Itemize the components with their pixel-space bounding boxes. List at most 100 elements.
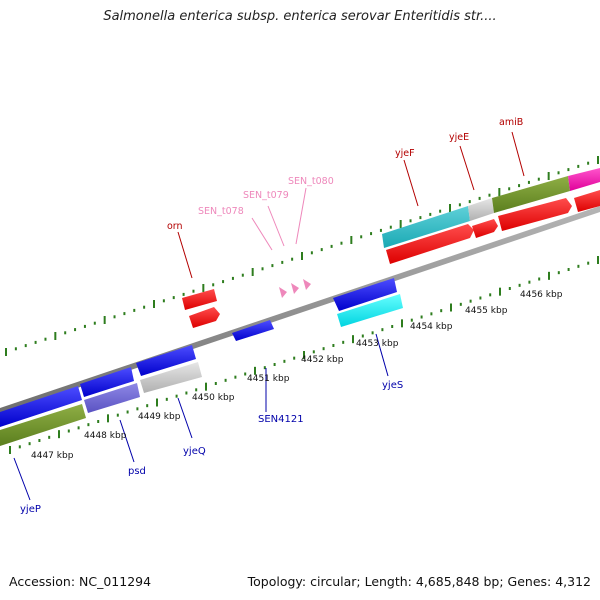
trna-SEN_t079	[291, 283, 299, 294]
gene-SEN4121	[232, 320, 274, 341]
forward-tick	[153, 300, 155, 308]
forward-tick	[261, 267, 264, 271]
forward-tick	[113, 315, 116, 319]
scale-label: 4452 kbp	[301, 355, 344, 365]
forward-tick	[340, 241, 343, 245]
forward-tick	[597, 156, 599, 164]
reverse-tick	[67, 429, 70, 433]
forward-tick	[399, 220, 402, 228]
label-leader-lines	[13, 131, 525, 501]
forward-tick	[320, 248, 323, 252]
gene-yjeE-grey	[468, 198, 494, 221]
forward-tick	[389, 225, 392, 229]
reverse-tick	[587, 261, 590, 265]
forward-tick	[498, 188, 501, 196]
reverse-tick	[499, 287, 501, 296]
forward-tick	[527, 180, 530, 184]
gene-blue-psd	[80, 367, 134, 397]
leader-line	[375, 333, 389, 377]
forward-tick	[291, 257, 294, 261]
gene-label-psd: psd	[128, 466, 146, 477]
forward-genes	[182, 168, 600, 328]
gene-label-SEN_t078: SEN_t078	[198, 206, 244, 217]
forward-tick	[547, 172, 550, 180]
reverse-tick	[58, 430, 60, 439]
reverse-tick	[18, 445, 21, 449]
scale-label: 4453 kbp	[356, 339, 399, 349]
reverse-tick	[528, 280, 531, 284]
leader-line	[403, 159, 419, 207]
forward-tick	[143, 305, 146, 309]
accession-text: Accession: NC_011294	[9, 574, 152, 589]
leader-line	[177, 397, 193, 439]
forward-tick	[54, 332, 57, 340]
reverse-tick	[87, 423, 90, 427]
reverse-tick	[479, 296, 482, 300]
reverse-tick	[508, 287, 511, 290]
reverse-tick	[156, 398, 158, 407]
scale-label: 4456 kbp	[520, 290, 563, 300]
reverse-tick	[401, 319, 403, 328]
reverse-tick	[430, 312, 433, 316]
gene-label-SEN_t080: SEN_t080	[288, 176, 334, 187]
reverse-tick	[597, 256, 599, 264]
reverse-tick	[538, 277, 541, 281]
reverse-tick	[391, 325, 394, 328]
forward-tick	[241, 273, 244, 277]
gene-label-amiB: amiB	[499, 117, 523, 128]
reverse-tick	[361, 334, 364, 338]
scale-label: 4454 kbp	[410, 322, 453, 332]
forward-tick	[271, 264, 274, 268]
forward-tick	[478, 196, 481, 200]
forward-tick	[301, 252, 303, 260]
forward-tick	[429, 212, 432, 216]
forward-tick	[508, 187, 511, 191]
reverse-tick	[244, 372, 247, 376]
reverse-tick	[195, 388, 198, 392]
scale-label: 4450 kbp	[192, 393, 235, 403]
reverse-tick	[440, 309, 443, 313]
forward-tick	[103, 316, 106, 324]
gene-label-SEN_t079: SEN_t079	[243, 190, 289, 201]
reverse-tick	[342, 340, 345, 344]
gene-red-1	[386, 224, 474, 264]
reverse-tick	[518, 283, 521, 287]
reverse-tick	[557, 271, 560, 275]
leader-line	[13, 457, 31, 501]
reverse-tick	[48, 435, 51, 439]
reverse-strand-ticks	[9, 256, 599, 454]
reverse-tick	[175, 394, 178, 398]
forward-tick	[212, 283, 215, 287]
leader-line	[511, 131, 525, 177]
forward-tick	[44, 337, 47, 341]
forward-tick	[449, 204, 451, 212]
reverse-tick	[126, 410, 129, 414]
scale-label: 4449 kbp	[138, 412, 181, 422]
forward-tick	[222, 280, 225, 284]
forward-tick	[123, 312, 126, 316]
reverse-tick	[312, 350, 315, 354]
forward-tick	[34, 340, 37, 344]
reverse-tick	[136, 407, 139, 411]
forward-tick	[172, 296, 175, 300]
forward-tick	[14, 347, 17, 351]
reverse-tick	[28, 442, 31, 446]
forward-tick	[379, 228, 382, 232]
reverse-tick	[283, 359, 286, 363]
gene-orn	[182, 289, 217, 310]
reverse-tick	[469, 299, 472, 303]
forward-strand-ticks	[5, 156, 599, 356]
forward-tick	[231, 276, 234, 280]
gene-blue-yjeP	[0, 386, 82, 427]
forward-tick	[310, 251, 313, 255]
reverse-tick	[371, 331, 374, 335]
reverse-tick	[381, 328, 384, 332]
reverse-tick	[273, 363, 276, 366]
reverse-tick	[303, 351, 305, 359]
forward-tick	[182, 292, 185, 296]
reverse-tick	[459, 302, 462, 306]
forward-tick	[202, 284, 205, 292]
scale-labels: 4447 kbp 4448 kbp 4449 kbp 4450 kbp 4451 kbp…	[31, 290, 563, 461]
forward-tick	[162, 299, 165, 303]
